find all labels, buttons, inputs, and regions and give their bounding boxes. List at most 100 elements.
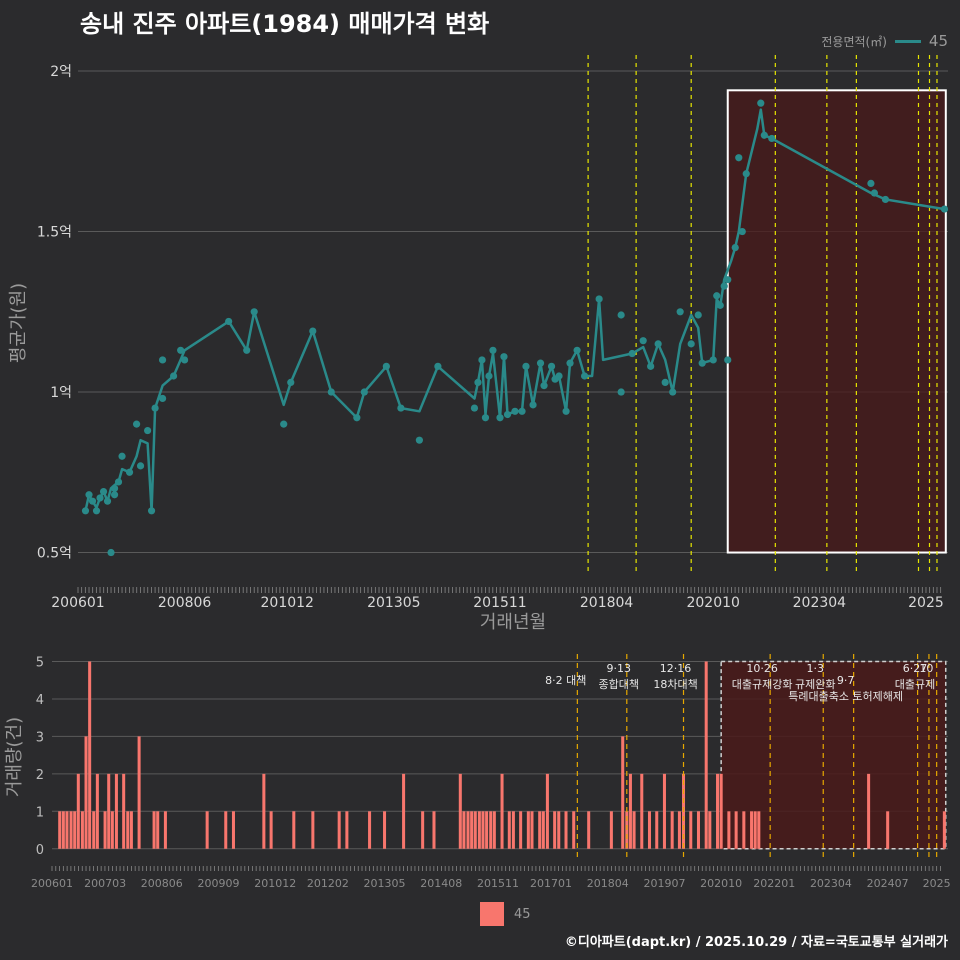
x-tick-label: 201305 — [367, 595, 420, 611]
policy-annotation-text: 규제완화 — [795, 678, 835, 691]
y-tick-label: 4 — [36, 693, 44, 708]
x-tick-label: 202201 — [753, 877, 795, 890]
volume-bar — [655, 811, 659, 849]
x-tick-label: 2025 — [923, 877, 951, 890]
x-tick-label: 202010 — [686, 595, 739, 611]
data-point — [687, 340, 695, 348]
data-point — [503, 410, 512, 419]
data-point — [661, 378, 669, 387]
x-tick-label: 202304 — [793, 595, 847, 611]
volume-bar — [466, 811, 470, 849]
volume-bar — [500, 773, 504, 849]
legend-line-swatch — [894, 39, 921, 43]
volume-bar — [88, 661, 92, 849]
volume-bar — [470, 811, 474, 849]
data-point — [500, 353, 508, 361]
data-point — [280, 420, 288, 428]
x-tick-label: 202010 — [700, 877, 742, 890]
volume-bar — [647, 811, 651, 849]
volume-bar — [129, 811, 133, 849]
volume-bar — [621, 736, 625, 849]
y-tick-label: 1.5억 — [37, 225, 72, 241]
data-point — [522, 362, 530, 370]
highlight-box — [726, 89, 947, 554]
x-tick-label: 201305 — [364, 877, 406, 890]
data-point — [110, 491, 119, 499]
legend-bottom: 45 — [480, 902, 531, 926]
data-point — [595, 295, 603, 303]
volume-bar — [689, 811, 693, 849]
volume-bar — [311, 811, 315, 849]
data-point — [720, 282, 728, 290]
volume-bar — [867, 773, 871, 849]
volume-bar — [572, 811, 576, 849]
y-tick-label: 5 — [36, 655, 44, 670]
data-point — [757, 99, 765, 107]
volume-bar — [122, 773, 126, 849]
volume-bar — [662, 773, 666, 849]
data-point — [103, 497, 112, 505]
data-point — [562, 407, 570, 415]
data-point — [713, 292, 721, 300]
data-point — [397, 404, 405, 412]
data-point — [147, 507, 156, 515]
volume-bar — [942, 811, 946, 849]
volume-bar — [432, 811, 436, 849]
data-point — [724, 356, 732, 364]
data-point — [485, 372, 493, 380]
volume-bar — [704, 661, 708, 849]
data-point — [540, 382, 548, 390]
policy-annotation-text: 18차대책 — [653, 678, 697, 691]
data-point — [536, 359, 545, 367]
y-tick-label: 0 — [36, 843, 44, 858]
x-tick-label: 201511 — [473, 595, 526, 611]
legend-entry: 45 — [928, 32, 948, 50]
data-point — [573, 346, 581, 354]
data-point — [881, 195, 890, 204]
data-point — [676, 308, 684, 316]
volume-bar — [481, 811, 485, 849]
volume-bar — [462, 811, 466, 849]
volume-bar — [126, 811, 130, 849]
data-point — [151, 404, 159, 412]
volume-bar — [545, 773, 549, 849]
volume-bar — [609, 811, 613, 849]
volume-bar — [76, 773, 80, 849]
data-point — [566, 359, 574, 367]
volume-bar — [507, 811, 511, 849]
data-point — [694, 311, 702, 319]
x-tick-label: 2025 — [908, 595, 944, 611]
volume-bar — [103, 811, 107, 849]
volume-bar — [530, 811, 534, 849]
data-point — [125, 468, 134, 476]
data-point — [709, 356, 717, 364]
volume-bar-chart: 0 1 2 3 4 5 8·2 대책 9·13 종합대책 12·16 18차대책 10·26 대출규제강… — [4, 654, 951, 890]
x-tick-label: 200909 — [197, 877, 239, 890]
volume-bar — [886, 811, 890, 849]
volume-bar — [538, 811, 542, 849]
data-point — [481, 414, 490, 422]
x-tick-label: 201012 — [261, 595, 314, 611]
volume-bar — [753, 811, 757, 849]
volume-bar — [734, 811, 738, 849]
volume-bar — [152, 811, 156, 849]
data-point — [96, 494, 104, 502]
x-tick-label: 200806 — [141, 877, 183, 890]
volume-bar — [345, 811, 349, 849]
data-point — [529, 401, 537, 409]
x-tick-label: 200601 — [51, 595, 104, 611]
x-tick-label: 201907 — [643, 877, 685, 890]
data-point — [724, 276, 732, 284]
volume-bar — [757, 811, 761, 849]
data-point — [716, 301, 724, 309]
policy-annotation-date: 1·3 — [806, 662, 824, 675]
data-point — [360, 388, 368, 396]
volume-bar — [727, 811, 731, 849]
policy-annotation-date: 10 — [919, 662, 933, 675]
volume-bar — [205, 811, 209, 849]
volume-bar — [107, 773, 111, 849]
volume-bar — [156, 811, 160, 849]
x-tick-label: 200703 — [84, 877, 126, 890]
data-point — [617, 388, 625, 396]
volume-bar — [61, 811, 65, 849]
